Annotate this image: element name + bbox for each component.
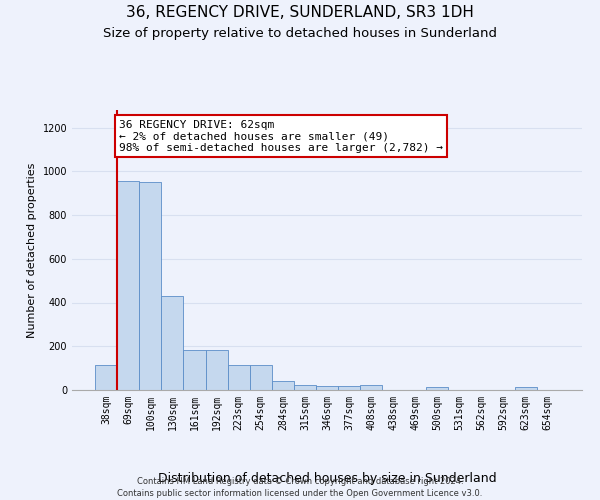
Bar — [95, 366, 117, 390]
Bar — [250, 365, 272, 390]
Bar — [338, 386, 360, 390]
Bar — [515, 388, 537, 390]
Bar — [139, 182, 161, 390]
Bar — [161, 296, 184, 390]
Y-axis label: Number of detached properties: Number of detached properties — [27, 162, 37, 338]
Text: 36, REGENCY DRIVE, SUNDERLAND, SR3 1DH: 36, REGENCY DRIVE, SUNDERLAND, SR3 1DH — [126, 5, 474, 20]
Bar — [206, 350, 227, 390]
Text: Size of property relative to detached houses in Sunderland: Size of property relative to detached ho… — [103, 28, 497, 40]
Bar — [117, 181, 139, 390]
Bar — [184, 350, 206, 390]
Bar — [360, 384, 382, 390]
Bar — [294, 384, 316, 390]
Bar — [272, 381, 294, 390]
Text: Distribution of detached houses by size in Sunderland: Distribution of detached houses by size … — [158, 472, 496, 485]
Bar — [427, 388, 448, 390]
Bar — [227, 365, 250, 390]
Text: Contains HM Land Registry data © Crown copyright and database right 2024.
Contai: Contains HM Land Registry data © Crown c… — [118, 476, 482, 498]
Text: 36 REGENCY DRIVE: 62sqm
← 2% of detached houses are smaller (49)
98% of semi-det: 36 REGENCY DRIVE: 62sqm ← 2% of detached… — [119, 120, 443, 153]
Bar — [316, 386, 338, 390]
